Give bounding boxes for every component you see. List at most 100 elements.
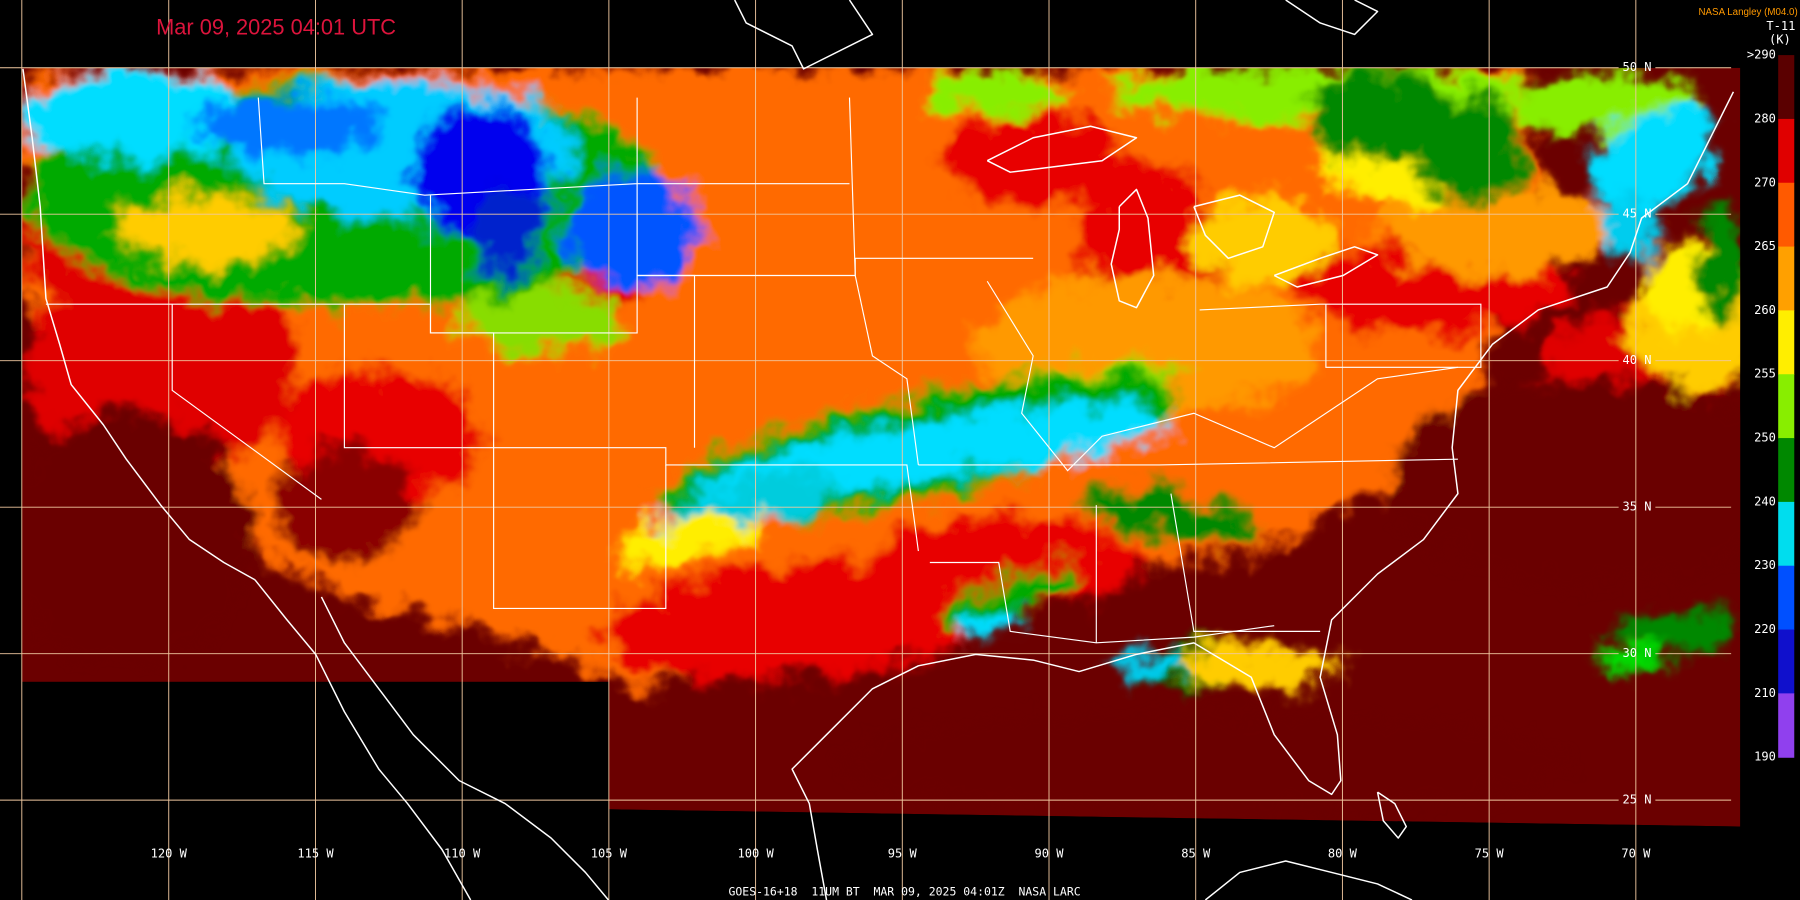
latitude-label: 45 N [1622, 207, 1651, 221]
lake-outline [1193, 194, 1275, 260]
cloud-region [1377, 183, 1608, 276]
state-border [848, 97, 919, 465]
cloud-region [459, 286, 620, 356]
coastline [1285, 0, 1379, 36]
cloud-region [1182, 642, 1344, 689]
state-border [429, 195, 667, 609]
cloud-region [21, 413, 253, 666]
colorbar-segment [1778, 182, 1795, 248]
longitude-label: 115 W [297, 847, 334, 861]
colorbar-label: 210 [1754, 686, 1776, 700]
state-border [986, 280, 1458, 472]
latitude-label: 30 N [1622, 646, 1651, 660]
colorbar-segment [1778, 374, 1795, 439]
colorbar-label: 280 [1754, 111, 1776, 125]
cloud-region [1389, 378, 1741, 586]
image-title: Mar 09, 2025 04:01 UTC [156, 14, 396, 39]
cloud-region [1601, 195, 1659, 265]
colorbar-segment [1778, 629, 1795, 694]
cloud-field [21, 67, 1741, 816]
colorbar-segment [1778, 501, 1795, 567]
coastline [734, 0, 874, 70]
cloud-region [872, 516, 1148, 609]
colorbar-segment [1778, 565, 1795, 631]
cloud-region [929, 68, 1068, 115]
cloud-region [941, 114, 1125, 207]
state-border [636, 97, 696, 448]
colorbar-label: 270 [1754, 175, 1776, 189]
latitude-label: 35 N [1622, 500, 1651, 514]
state-border [1170, 493, 1321, 632]
longitude-label: 110 W [444, 847, 481, 861]
channel-label: T-11 [1766, 19, 1795, 33]
state-border [257, 97, 850, 196]
colorbar-label: 240 [1754, 494, 1776, 508]
state-border [929, 561, 1275, 644]
longitude-label: 85 W [1181, 847, 1211, 861]
cloud-region [1308, 68, 1447, 161]
state-border [1199, 303, 1482, 368]
coastlines [22, 0, 1735, 900]
colorbar-label: 250 [1754, 431, 1776, 445]
cloud-region [1113, 652, 1183, 675]
graticule: 120 W 115 W 110 W 105 W 100 W 95 W 90 W 85 W 80 … [0, 0, 1732, 900]
cloud-region [22, 68, 253, 161]
cloud-region [1080, 488, 1262, 545]
cloud-region [562, 172, 701, 287]
colorbar-label: >290 [1747, 48, 1776, 62]
colorbar-segment [1778, 118, 1795, 184]
cloud-region [1193, 195, 1332, 287]
latitude-label: 40 N [1622, 353, 1651, 367]
longitude-label: 95 W [888, 847, 918, 861]
coastline [254, 579, 472, 900]
cloud-region [114, 195, 299, 265]
cloud-region [1411, 91, 1527, 207]
longitude-label: 75 W [1475, 847, 1505, 861]
cloud-region [838, 711, 1573, 816]
colorbar-label: 260 [1754, 303, 1776, 317]
colorbar-label: 230 [1754, 558, 1776, 572]
state-borders [45, 97, 1482, 644]
colorbar-label: 220 [1754, 622, 1776, 636]
unit-label: (K) [1769, 33, 1791, 47]
colorbar-segment [1778, 246, 1795, 311]
state-border [918, 458, 1458, 466]
cloud-region [621, 511, 756, 568]
colorbar-segment [1778, 310, 1795, 375]
longitude-label: 100 W [737, 847, 774, 861]
coastline [320, 596, 609, 900]
colorbar-label: 190 [1754, 750, 1776, 764]
cloud-region [1698, 206, 1741, 322]
footer: GOES-16+18 11UM BT MAR 09, 2025 04:01Z N… [729, 884, 1081, 898]
coastline [22, 68, 256, 581]
coastline [1376, 791, 1407, 839]
colorbar-label: 255 [1754, 367, 1776, 381]
colorbar-segment [1778, 693, 1795, 758]
imagery [21, 67, 1741, 827]
colorbar-segment [1778, 438, 1795, 503]
coastline [791, 91, 1735, 900]
cloud-region [195, 97, 379, 155]
cloud-region [470, 183, 540, 276]
coastline [1204, 860, 1413, 900]
cloud-region [934, 565, 1086, 629]
state-border [171, 304, 322, 500]
lake-outline [1273, 246, 1379, 288]
cloud-region [1589, 108, 1717, 214]
cloud-region [896, 401, 1170, 471]
longitude-label: 90 W [1034, 847, 1064, 861]
lake-outline [1110, 188, 1155, 309]
longitude-label: 120 W [151, 847, 188, 861]
longitude-label: 80 W [1328, 847, 1358, 861]
cloud-region [275, 447, 414, 563]
source-label: NASA Langley (M04.0) [1699, 7, 1798, 18]
lake-outline [986, 125, 1138, 173]
colorbar-label: 265 [1754, 239, 1776, 253]
cloud-region [954, 609, 1020, 642]
state-border [343, 304, 919, 552]
latitude-label: 25 N [1622, 793, 1651, 807]
longitude-label: 70 W [1621, 847, 1651, 861]
colorbar: >290 280 270 265 260 255 250 240 230 220 210 190 [1747, 48, 1795, 764]
